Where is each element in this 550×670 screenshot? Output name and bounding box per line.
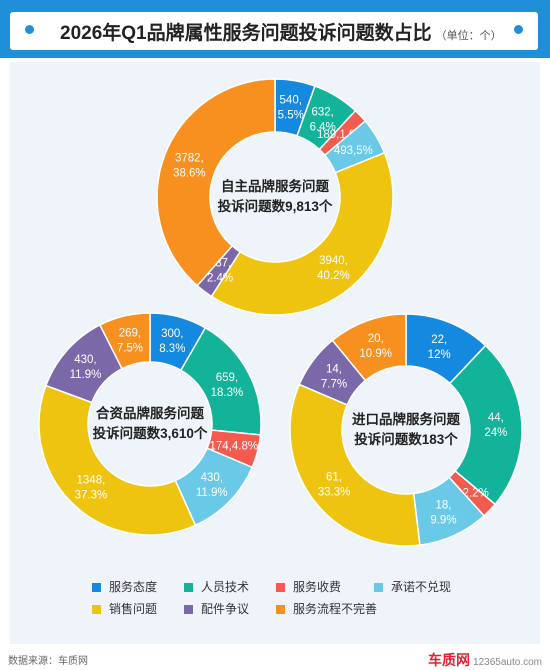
- title-bar: 2026年Q1品牌属性服务问题投诉问题数占比 （单位：个）: [0, 0, 550, 58]
- donut-slice: [156, 78, 276, 287]
- slice-data-label: 22, 12%: [428, 334, 451, 361]
- title-banner: 2026年Q1品牌属性服务问题投诉问题数占比 （单位：个）: [10, 12, 538, 50]
- slice-data-label: 61, 33.3%: [318, 472, 351, 499]
- slice-data-label: 3782, 38.6%: [173, 152, 206, 179]
- slice-data-label: 269, 7.5%: [117, 327, 143, 354]
- donut-chart-2: 300, 8.3% 659, 18.3% 174,4.8% 430, 11.9% 1348, 3…: [38, 312, 262, 536]
- slice-data-label: 18, 9.9%: [430, 499, 456, 526]
- chart-title: 2026年Q1品牌属性服务问题投诉问题数占比 （单位：个）: [60, 18, 502, 45]
- slice-data-label: 44, 24%: [484, 412, 507, 439]
- slice-data-label: 493,5%: [334, 145, 373, 157]
- donut-slice: [38, 384, 197, 536]
- legend-label: 人员技术: [201, 580, 250, 594]
- legend-label: 配件争议: [201, 602, 250, 616]
- donut-center-label: 合资品牌服务问题投诉问题数3,610个: [93, 405, 208, 441]
- title-right-dot: [514, 25, 523, 34]
- title-left-dot: [25, 25, 34, 34]
- donut-chart-3: 22, 12%44, 24%4,2.2%18, 9.9%61, 33.3%14, 7.7%…: [289, 313, 523, 547]
- donut-slice: [289, 383, 421, 547]
- slice-data-label: 430, 11.9%: [70, 354, 102, 381]
- slice-data-label: 1348, 37.3%: [75, 475, 108, 502]
- donut-slice: [98, 312, 151, 370]
- legend-item-service-fee: 服务收费: [276, 578, 341, 595]
- legend-label: 承诺不兑现: [391, 580, 452, 594]
- slice-data-label: 632, 6.4%: [310, 106, 336, 133]
- legend-swatch: [92, 583, 101, 592]
- legend-swatch: [276, 583, 285, 592]
- data-source: 数据来源：车质网: [8, 656, 88, 667]
- slice-data-label: 659, 18.3%: [211, 372, 244, 399]
- title-unit: （单位：个）: [435, 30, 502, 42]
- legend-item-staff-skill: 人员技术: [184, 578, 249, 595]
- legend-item-service-attitude: 服务态度: [92, 578, 157, 595]
- donut-slice: [448, 344, 523, 506]
- legend-item-sales-issue: 销售问题: [92, 600, 157, 617]
- slice-data-label: 20, 10.9%: [359, 333, 392, 360]
- donut-slice: [210, 151, 394, 316]
- slice-data-label: 14, 7.7%: [321, 363, 347, 390]
- legend-swatch: [184, 605, 193, 614]
- slice-data-label: 3940, 40.2%: [317, 255, 350, 282]
- watermark-url: 12365auto.com: [473, 657, 542, 668]
- legend-label: 销售问题: [109, 602, 158, 616]
- slice-data-label: 430, 11.9%: [196, 472, 228, 499]
- legend-swatch: [92, 605, 101, 614]
- legend-item-parts-dispute: 配件争议: [184, 600, 249, 617]
- legend-item-broken-promise: 承诺不兑现: [374, 578, 451, 595]
- legend-swatch: [276, 605, 285, 614]
- legend-item-process-flaw: 服务流程不完善: [276, 600, 377, 617]
- watermark-logo: 车质网: [428, 652, 471, 668]
- legend-label: 服务收费: [293, 580, 342, 594]
- legend-swatch: [374, 583, 383, 592]
- donut-chart-1: 540, 5.5% 632, 6.4%189,1.9%493,5%3940, 40.2%…: [156, 78, 394, 316]
- donut-slice: [331, 313, 407, 382]
- donut-center-label: 自主品牌服务问题投诉问题数9,813个: [218, 178, 333, 214]
- legend-label: 服务流程不完善: [293, 602, 378, 616]
- donut-center-label: 进口品牌服务问题投诉问题数183个: [352, 411, 460, 447]
- legend-swatch: [184, 583, 193, 592]
- watermark: 车质网 12365auto.com: [428, 650, 542, 670]
- legend-label: 服务态度: [109, 580, 158, 594]
- title-text: 2026年Q1品牌属性服务问题投诉问题数占比: [60, 23, 432, 44]
- slice-data-label: 174,4.8%: [210, 440, 259, 452]
- slice-data-label: 540, 5.5%: [278, 94, 304, 121]
- slice-data-label: 300, 8.3%: [159, 328, 185, 355]
